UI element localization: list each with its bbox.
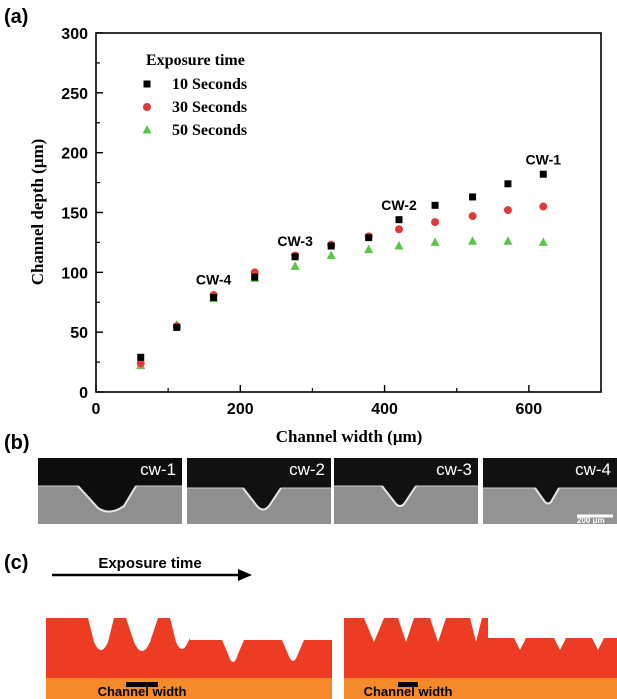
width-bar-left [126, 682, 158, 687]
channel-width-label-right: Channel width [364, 684, 453, 699]
chart-ticks: 0 200 400 600 0 50 100 150 200 250 300 [61, 26, 542, 418]
annotation-cw-4: CW-4 [196, 271, 232, 287]
schematic-diagram: Exposure time Channel width Channel widt… [46, 555, 617, 699]
series-50-seconds [136, 236, 548, 370]
legend-title: Exposure time [146, 52, 245, 69]
sem-cross-section [334, 458, 478, 524]
x-tick-label: 400 [371, 401, 398, 418]
data-point [538, 237, 548, 246]
resist-left [46, 618, 332, 678]
data-point [137, 353, 145, 361]
y-tick-label: 50 [70, 325, 88, 342]
data-point [468, 212, 477, 221]
width-bar-right [398, 682, 418, 687]
chart-annotations: CW-1 CW-2 CW-3 CW-4 [196, 152, 561, 288]
sem-image-cw-1: cw-1 [38, 458, 182, 524]
data-point [365, 234, 373, 242]
exposure-time-label: Exposure time [98, 555, 201, 572]
x-tick-label: 0 [92, 401, 101, 418]
y-tick-label: 300 [61, 26, 88, 43]
data-point [251, 273, 259, 281]
sem-label: cw-1 [140, 460, 176, 479]
panel-label-c: (c) [4, 552, 29, 574]
legend-entry: 10 Seconds [172, 76, 247, 93]
data-point [468, 236, 478, 245]
data-point [395, 225, 403, 234]
channel-width-label-left: Channel width [98, 684, 187, 699]
schematic-left: Channel width [46, 618, 332, 699]
panel-label-b: (b) [4, 432, 30, 454]
legend-marker [143, 103, 151, 111]
y-tick-label: 0 [79, 385, 88, 402]
data-point [136, 359, 145, 368]
data-point [539, 202, 548, 211]
data-point [326, 250, 336, 260]
sem-label: cw-2 [289, 460, 325, 479]
sem-cross-section [483, 458, 617, 524]
x-tick-label: 600 [516, 401, 543, 418]
data-point [210, 293, 218, 301]
series-10-seconds [137, 170, 547, 361]
data-point [431, 201, 439, 209]
sem-image-cw-3: cw-3 [334, 458, 478, 524]
chart-legend: Exposure time 10 Seconds 30 Seconds 50 Seco… [142, 52, 247, 139]
data-point [395, 216, 403, 224]
data-point [539, 170, 547, 178]
sem-label: cw-3 [436, 460, 472, 479]
y-tick-label: 100 [61, 265, 88, 282]
exposure-arrow [52, 569, 252, 581]
data-point [291, 253, 299, 261]
y-tick-label: 150 [61, 206, 88, 223]
sem-image-cw-2: cw-2 [187, 458, 331, 524]
substrate-left [46, 678, 332, 699]
data-point [503, 236, 513, 245]
sem-cross-section [38, 458, 182, 524]
data-point [431, 218, 440, 227]
data-point [173, 323, 181, 331]
data-point [327, 242, 335, 250]
sem-label: cw-4 [575, 460, 611, 479]
sem-image-row: cw-1 cw-2 cw-3 cw-4 200 [38, 458, 617, 528]
y-tick-label: 200 [61, 146, 88, 163]
legend-marker [142, 125, 152, 134]
schematic-right: Channel width [344, 618, 617, 699]
legend-entry: 30 Seconds [172, 99, 247, 116]
panel-label-a: (a) [4, 6, 29, 28]
scale-bar-label: 200 μm [577, 516, 605, 524]
data-point [290, 261, 300, 270]
annotation-cw-1: CW-1 [526, 152, 562, 168]
sem-cross-section [187, 458, 331, 524]
annotation-cw-2: CW-2 [381, 197, 417, 213]
data-point [430, 237, 440, 246]
y-tick-label: 250 [61, 86, 88, 103]
sem-image-cw-4: cw-4 200 μm [483, 458, 617, 524]
data-point [394, 241, 404, 250]
x-axis-label: Channel width (μm) [276, 427, 423, 445]
data-point [503, 206, 512, 215]
data-point [469, 193, 477, 201]
chart-marks [136, 170, 548, 370]
data-point [504, 180, 512, 188]
annotation-cw-3: CW-3 [277, 233, 313, 249]
resist-right [344, 618, 617, 678]
y-axis-label: Channel depth (μm) [28, 139, 47, 286]
legend-entry: 50 Seconds [172, 122, 247, 139]
legend-marker [143, 80, 151, 88]
data-point [364, 244, 374, 254]
x-tick-label: 200 [227, 401, 254, 418]
